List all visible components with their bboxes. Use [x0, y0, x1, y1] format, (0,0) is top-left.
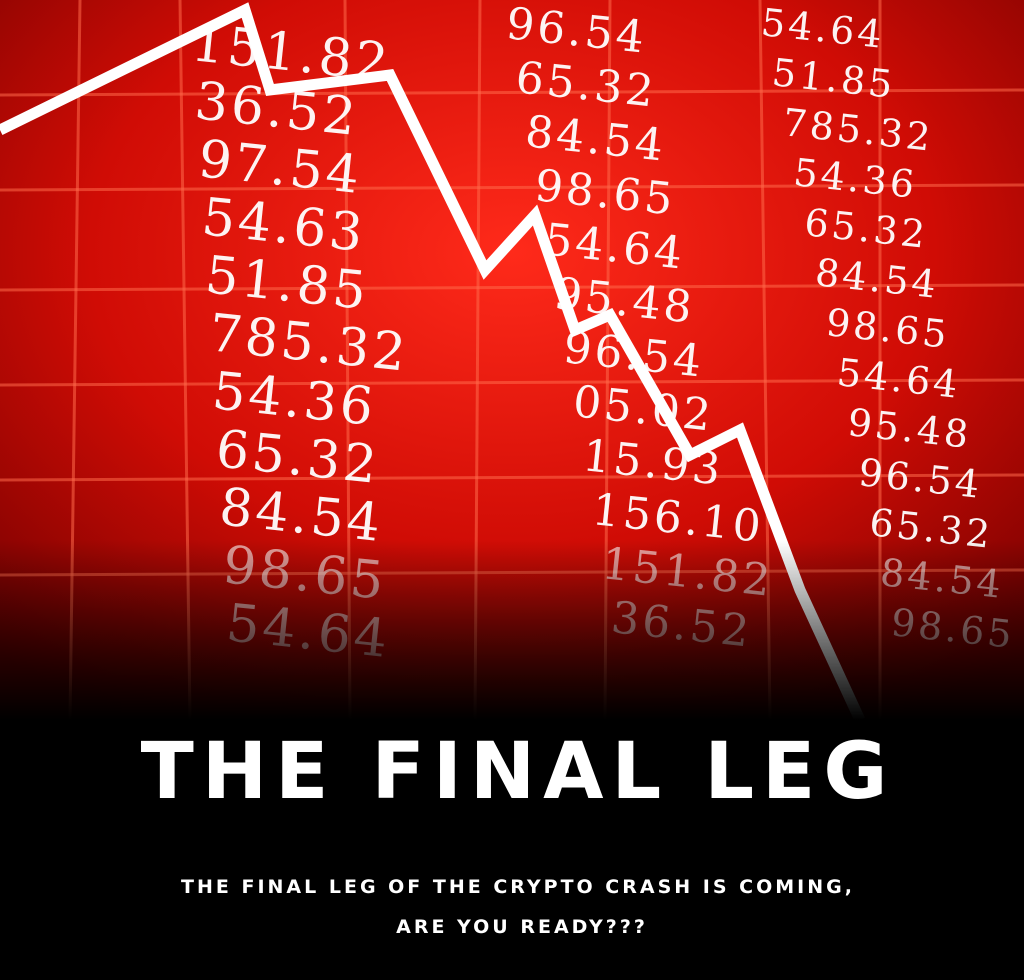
- subtitle-line: THE FINAL LEG OF THE CRYPTO CRASH IS COM…: [181, 876, 855, 898]
- title: THE FINAL LEG: [141, 727, 896, 817]
- subtitle-line: ARE YOU READY???: [396, 916, 648, 938]
- crash-line: [0, 2, 865, 723]
- bottom-fade: [0, 540, 1024, 720]
- black-panel: [0, 720, 1024, 980]
- board-grid: [0, 0, 1024, 721]
